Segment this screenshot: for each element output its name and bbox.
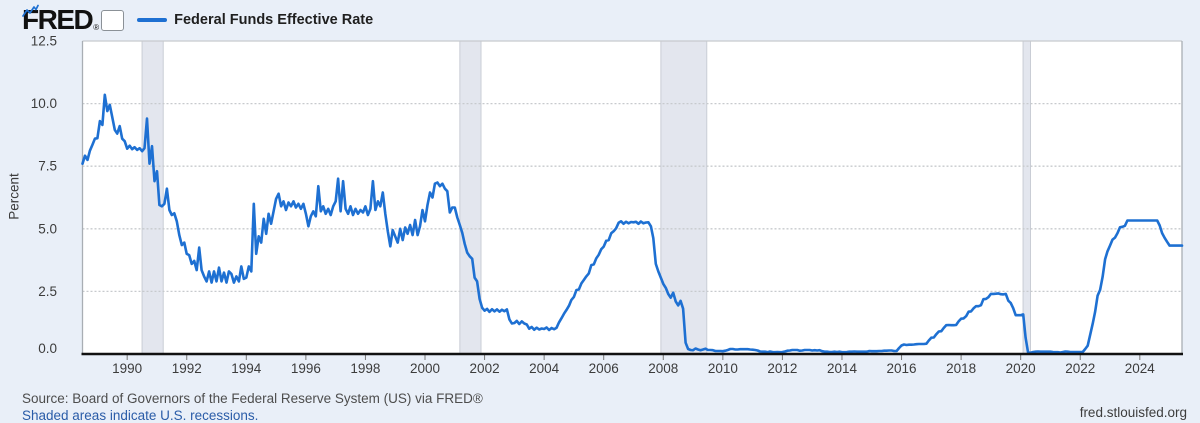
chart-header: FRED ® Federal Funds Effective Rate bbox=[22, 4, 373, 36]
recession-band bbox=[459, 41, 482, 354]
x-tick-label: 1994 bbox=[231, 361, 262, 376]
fred-logo[interactable]: FRED bbox=[22, 4, 94, 35]
y-tick-label: 0.0 bbox=[38, 341, 57, 356]
x-tick-label: 1992 bbox=[172, 361, 202, 376]
plot-area bbox=[82, 41, 1182, 354]
legend-label: Federal Funds Effective Rate bbox=[174, 12, 374, 28]
y-tick-label: 7.5 bbox=[38, 159, 57, 174]
x-tick-label: 2018 bbox=[946, 361, 976, 376]
x-tick-label: 1998 bbox=[350, 361, 380, 376]
y-tick-label: 12.5 bbox=[31, 34, 57, 49]
series-line bbox=[81, 93, 1184, 355]
x-tick-label: 2008 bbox=[648, 361, 678, 376]
x-tick-label: 2006 bbox=[589, 361, 619, 376]
fred-sparkline-icon bbox=[22, 4, 125, 31]
x-tick-label: 2000 bbox=[410, 361, 440, 376]
x-tick-label: 2022 bbox=[1065, 361, 1095, 376]
x-tick-label: 2024 bbox=[1125, 361, 1156, 376]
legend-line-swatch bbox=[137, 18, 168, 22]
x-tick-label: 1990 bbox=[112, 361, 142, 376]
site-link[interactable]: fred.stlouisfed.org bbox=[1079, 405, 1187, 420]
x-tick-label: 1996 bbox=[291, 361, 321, 376]
x-tick-label: 2010 bbox=[708, 361, 738, 376]
y-tick-label: 2.5 bbox=[38, 284, 57, 299]
y-tick-label: 10.0 bbox=[31, 96, 57, 111]
source-text: Source: Board of Governors of the Federa… bbox=[22, 391, 483, 406]
x-tick-label: 2012 bbox=[767, 361, 797, 376]
recession-band bbox=[660, 41, 707, 354]
x-tick-label: 2014 bbox=[827, 361, 858, 376]
recession-band bbox=[1023, 41, 1031, 354]
x-tick-label: 2016 bbox=[887, 361, 917, 376]
y-tick-label: 5.0 bbox=[38, 221, 57, 236]
x-tick-label: 2020 bbox=[1006, 361, 1036, 376]
recessions-link[interactable]: Shaded areas indicate U.S. recessions. bbox=[22, 408, 259, 423]
x-tick-label: 2002 bbox=[470, 361, 500, 376]
x-tick-label: 2004 bbox=[529, 361, 560, 376]
registered-mark: ® bbox=[93, 23, 100, 32]
